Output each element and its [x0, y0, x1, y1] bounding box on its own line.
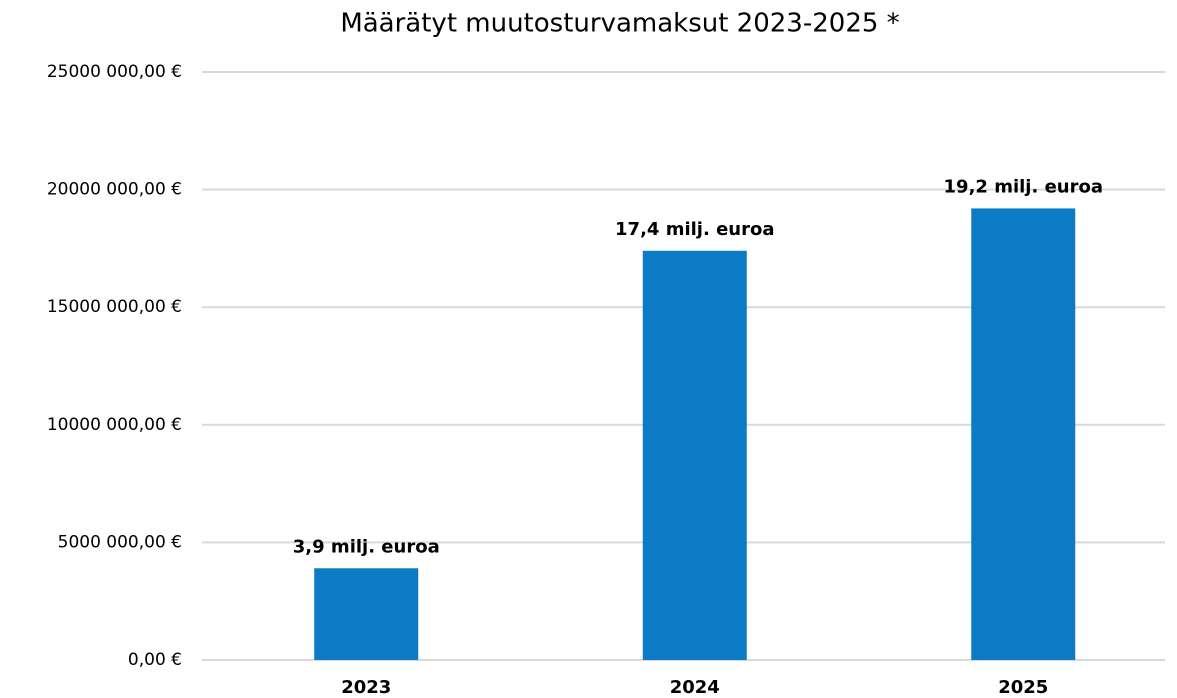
x-tick-label: 2023 [341, 677, 391, 698]
value-label: 19,2 milj. euroa [944, 176, 1103, 197]
bar [314, 568, 419, 660]
y-tick-label: 10000 000,00 € [47, 415, 182, 435]
bar [971, 208, 1076, 660]
value-label: 17,4 milj. euroa [615, 219, 774, 240]
y-tick-label: 15000 000,00 € [47, 297, 182, 317]
x-tick-label: 2025 [998, 677, 1048, 698]
x-tick-label: 2024 [670, 677, 720, 698]
chart-title: Määrätyt muutosturvamaksut 2023-2025 * [340, 9, 899, 39]
bar [642, 250, 747, 660]
y-tick-label: 0,00 € [128, 650, 182, 670]
y-tick-label: 25000 000,00 € [47, 62, 182, 82]
y-tick-label: 5000 000,00 € [58, 532, 182, 552]
y-tick-label: 20000 000,00 € [47, 180, 182, 200]
value-label: 3,9 milj. euroa [293, 536, 440, 557]
